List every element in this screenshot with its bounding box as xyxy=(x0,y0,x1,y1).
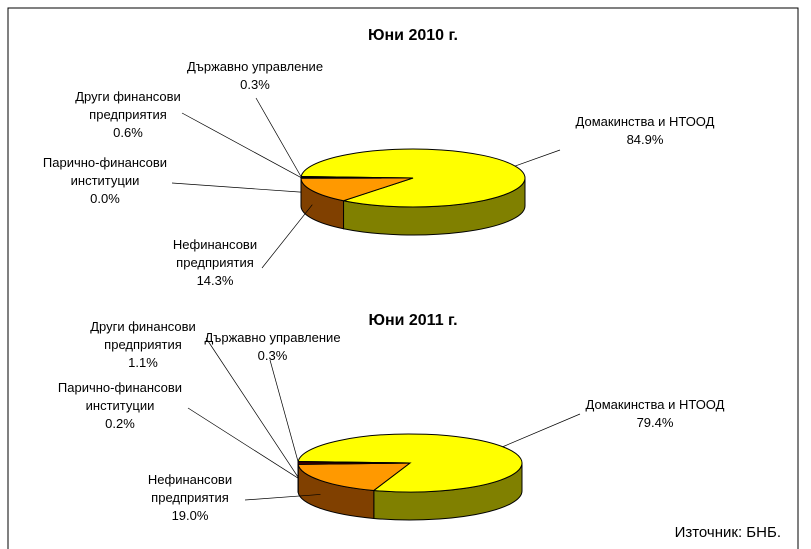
slice-value: 0.0% xyxy=(90,191,120,206)
leader-line xyxy=(244,494,321,501)
leader-line xyxy=(514,149,561,167)
frame xyxy=(7,7,799,549)
slice-name: Държавно управление xyxy=(186,59,324,74)
leader-line xyxy=(187,407,299,479)
chart-title: Юни 2011 г. xyxy=(368,312,457,329)
leader-line xyxy=(255,97,302,177)
slice-label: Нефинансови предприятия 19.0% xyxy=(135,471,245,525)
slice-label: Парично-финансови институции 0.2% xyxy=(45,379,195,433)
slice-value: 14.3% xyxy=(196,273,234,288)
leader-line xyxy=(171,182,302,193)
slice-name: Нефинансови предприятия xyxy=(172,237,258,270)
slice-name: Други финансови предприятия xyxy=(90,319,196,352)
slice-name: Други финансови предприятия xyxy=(75,89,181,122)
slice-value: 0.6% xyxy=(113,125,143,140)
slice-label: Домакинства и НТООД 84.9% xyxy=(560,113,730,149)
slice-name: Парично-финансови институции xyxy=(57,380,183,413)
leader-line xyxy=(269,359,299,462)
slice-value: 84.9% xyxy=(626,132,664,147)
source-note: Източник: БНБ. xyxy=(674,524,781,541)
slice-label: Други финансови предприятия 0.6% xyxy=(63,88,193,142)
leader-line xyxy=(205,337,299,478)
chart-title: Юни 2010 г. xyxy=(368,27,458,44)
leader-line xyxy=(502,413,581,448)
slice-name: Парично-финансови институции xyxy=(42,155,168,188)
slice-value: 19.0% xyxy=(171,508,209,523)
leader-line xyxy=(181,112,302,178)
slice-value: 0.2% xyxy=(105,416,135,431)
slice-value: 79.4% xyxy=(636,415,674,430)
slice-label: Други финансови предприятия 1.1% xyxy=(78,318,208,372)
slice-value: 0.3% xyxy=(257,348,288,363)
leader-line xyxy=(261,204,313,269)
slice-name: Домакинства и НТООД xyxy=(585,397,725,412)
slice-label: Държавно управление 0.3% xyxy=(170,58,340,94)
slice xyxy=(300,177,414,202)
slice xyxy=(297,462,412,491)
slice-name: Домакинства и НТООД xyxy=(575,114,715,129)
slice-label: Държавно управление 0.3% xyxy=(190,329,355,365)
slice-name: Държавно управление xyxy=(204,330,341,345)
slice-label: Нефинансови предприятия 14.3% xyxy=(160,236,270,290)
slice-label: Парично-финансови институции 0.0% xyxy=(35,154,175,208)
slice-value: 1.1% xyxy=(128,355,158,370)
slice-name: Нефинансови предприятия xyxy=(147,472,233,505)
slice-label: Домакинства и НТООД 79.4% xyxy=(570,396,740,432)
slice-value: 0.3% xyxy=(240,77,270,92)
